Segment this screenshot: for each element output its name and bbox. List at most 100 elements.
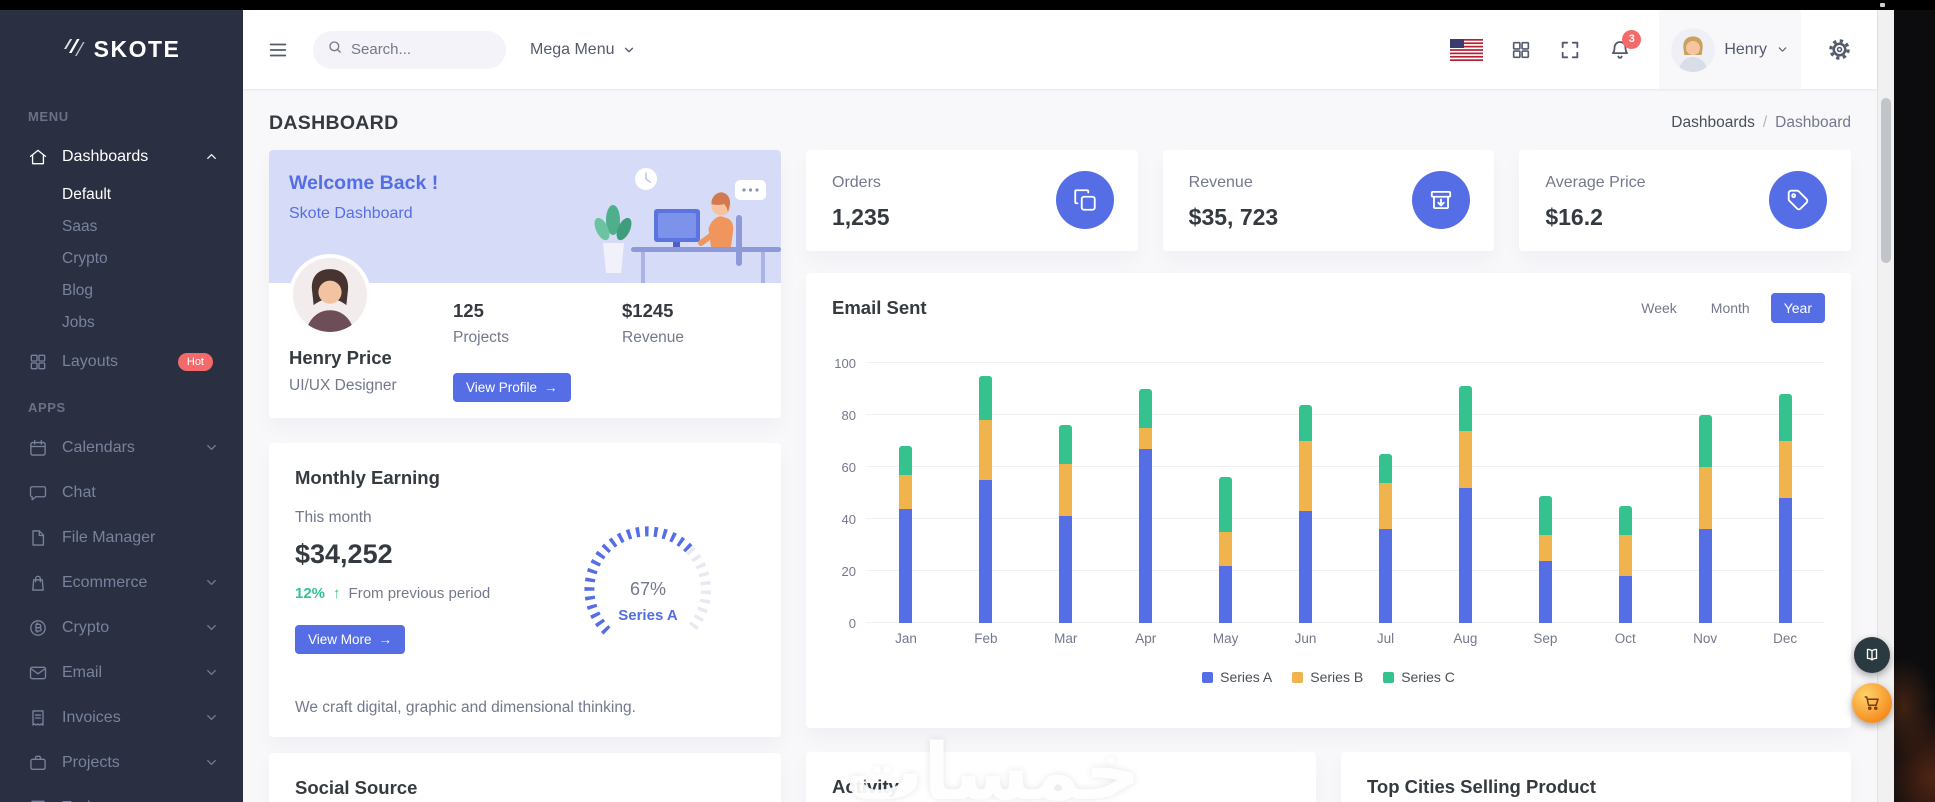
welcome-title: Welcome Back ! [289,172,439,194]
email-sent-range-tabs: Week Month Year [1628,293,1825,323]
sidebar-item-projects[interactable]: Projects [0,740,243,785]
menu-section-label-apps: APPS [28,400,66,415]
envelope-icon [28,663,48,683]
sidebar-item-dashboards[interactable]: Dashboards [0,134,243,179]
sidebar-item-chat[interactable]: Chat [0,470,243,515]
home-icon [28,147,48,167]
chevron-down-icon [1778,47,1787,52]
bar-mar[interactable] [1026,363,1106,623]
bar-jul[interactable] [1346,363,1426,623]
sidebar-subitem-blog[interactable]: Blog [62,282,94,299]
bar-segment-series-a [899,508,913,623]
page-scrollbar[interactable] [1877,10,1894,802]
mega-menu-button[interactable]: Mega Menu [530,41,636,59]
settings-button[interactable] [1828,38,1851,61]
skote-logo-icon [63,37,85,62]
sidebar-item-tasks[interactable]: Tasks [0,785,243,802]
x-tick-mar: Mar [1054,631,1078,646]
sidebar-subitem-crypto[interactable]: Crypto [62,250,108,267]
bar-segment-series-b [979,420,993,480]
bar-segment-series-b [1618,534,1632,577]
bar-feb[interactable] [946,363,1026,623]
bar-segment-series-a [1618,576,1632,623]
x-tick-may: May [1212,631,1239,646]
view-profile-button[interactable]: View Profile → [453,373,571,402]
tab-month[interactable]: Month [1698,293,1763,323]
profile-name: Henry Price [289,347,392,368]
sidebar-item-file-manager[interactable]: File Manager [0,515,243,560]
menu-section-label-menu: MENU [28,109,69,124]
apps-grid-button[interactable] [1510,39,1532,61]
sidebar-item-calendars[interactable]: Calendars [0,425,243,470]
bitcoin-icon [28,618,48,638]
app-logo[interactable]: SKOTE [0,10,243,89]
radial-series-label: Series A [618,607,678,624]
bar-apr[interactable] [1106,363,1186,623]
docs-fab-button[interactable] [1854,637,1890,673]
bar-aug[interactable] [1425,363,1505,623]
sidebar-item-layouts[interactable]: Layouts Hot [0,339,243,384]
sidebar-item-invoices[interactable]: Invoices [0,695,243,740]
hot-badge: Hot [177,352,213,371]
profile-role: UI/UX Designer [289,377,397,394]
top-black-bar [0,0,1935,10]
projects-count: 125 [453,300,484,321]
y-tick-80: 80 [841,408,856,423]
tab-week[interactable]: Week [1628,293,1690,323]
tab-year[interactable]: Year [1770,293,1825,323]
bar-segment-series-a [1219,565,1233,623]
bar-nov[interactable] [1665,363,1745,623]
bar-segment-series-b [1059,464,1073,517]
monthly-period: This month [295,509,372,526]
bar-jun[interactable] [1266,363,1346,623]
social-source-title: Social Source [295,777,418,798]
bar-segment-series-a [1458,487,1472,623]
radial-percent: 67% [629,579,667,599]
legend-series-a[interactable]: Series A [1202,669,1272,685]
bar-jan[interactable] [866,363,946,623]
sidebar-subitem-jobs[interactable]: Jobs [62,314,95,331]
legend-color-swatch [1202,671,1214,683]
tasks-icon [28,798,48,802]
bar-oct[interactable] [1585,363,1665,623]
user-menu-button[interactable]: Henry [1659,10,1801,89]
y-tick-20: 20 [841,564,856,579]
average-price-card: Average Price $16.2 [1519,150,1852,251]
bar-dec[interactable] [1745,363,1825,623]
breadcrumb: Dashboards / Dashboard [1671,114,1851,131]
scrollbar-thumb[interactable] [1881,98,1891,263]
average-price-label: Average Price [1545,174,1646,191]
sidebar-item-ecommerce[interactable]: Ecommerce [0,560,243,605]
x-tick-dec: Dec [1773,631,1798,646]
bar-segment-series-b [1139,428,1153,449]
chevron-down-icon [207,670,216,675]
breadcrumb-dashboards[interactable]: Dashboards [1671,114,1755,131]
y-tick-60: 60 [841,460,856,475]
search-input[interactable] [351,41,481,58]
revenue-count: $1245 [622,300,674,321]
bar-segment-series-c [1299,404,1313,442]
desktop-edge [1894,10,1935,802]
search-box [313,30,506,69]
buy-fab-button[interactable] [1852,683,1892,723]
fullscreen-button[interactable] [1559,39,1581,61]
sidebar-item-email[interactable]: Email [0,650,243,695]
legend-series-c[interactable]: Series C [1383,669,1455,685]
bar-segment-series-c [1219,477,1233,533]
view-more-button[interactable]: View More → [295,625,406,654]
bar-may[interactable] [1186,363,1266,623]
x-tick-jun: Jun [1294,631,1317,646]
menu-toggle-button[interactable] [267,39,289,61]
legend-series-b[interactable]: Series B [1292,669,1363,685]
sidebar-subitem-default[interactable]: Default [62,186,112,203]
bar-sep[interactable] [1505,363,1585,623]
bar-segment-series-c [1778,394,1792,442]
language-flag-button[interactable] [1450,38,1484,61]
chart-legend: Series A Series B Series C [806,669,1851,685]
sidebar-subitem-saas[interactable]: Saas [62,218,98,235]
x-tick-nov: Nov [1693,631,1718,646]
notifications-button[interactable]: 3 [1608,29,1642,62]
breadcrumb-current: Dashboard [1775,114,1851,131]
sidebar-item-crypto[interactable]: Crypto [0,605,243,650]
